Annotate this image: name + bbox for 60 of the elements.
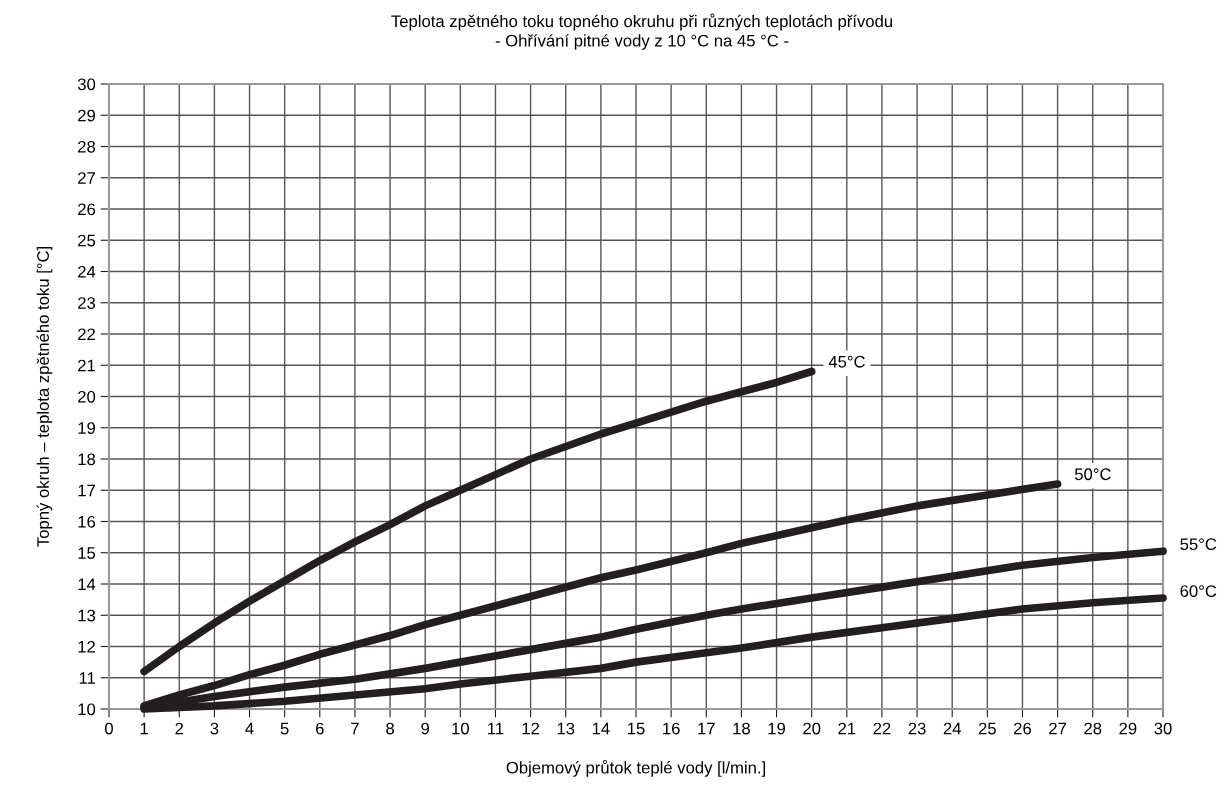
x-tick-label: 26 — [1014, 722, 1031, 735]
x-tick-label: 14 — [592, 722, 610, 735]
y-tick-label: 19 — [78, 422, 96, 434]
y-tick-label: 26 — [78, 203, 96, 216]
x-tick-label: 8 — [386, 722, 394, 735]
y-tick-label: 24 — [78, 265, 96, 278]
y-tick-label: 21 — [78, 359, 95, 372]
y-tick-label: 10 — [78, 703, 96, 716]
x-tick-label: 3 — [210, 722, 219, 735]
x-tick-label: 28 — [1084, 722, 1102, 735]
y-tick-label: 14 — [78, 578, 96, 591]
series-label: 45°C — [828, 355, 865, 368]
x-tick-label: 6 — [316, 722, 324, 735]
x-axis-title: Objemový průtok teplé vody [l/min.] — [506, 759, 765, 777]
x-tick-label: 1 — [140, 722, 148, 735]
y-tick-label: 12 — [78, 640, 95, 653]
x-tick-label: 13 — [557, 722, 575, 735]
x-tick-label: 15 — [628, 722, 645, 735]
x-tick-label: 11 — [488, 722, 504, 735]
chart-title: Teplota zpětného toku topného okruhu při různých teplotách přívodu — [391, 13, 892, 31]
y-tick-label: 28 — [78, 140, 96, 153]
y-tick-label: 15 — [78, 547, 96, 559]
x-tick-label: 0 — [105, 722, 113, 735]
x-tick-label: 27 — [1049, 722, 1067, 735]
x-tick-label: 4 — [245, 722, 254, 735]
x-tick-label: 12 — [522, 722, 540, 735]
series-label: 50°C — [1074, 468, 1111, 481]
y-tick-label: 11 — [79, 672, 95, 684]
y-tick-label: 23 — [78, 297, 96, 309]
y-tick-label: 17 — [78, 484, 95, 497]
x-tick-label: 29 — [1119, 722, 1137, 735]
x-tick-label: 23 — [908, 722, 926, 735]
y-tick-label: 16 — [78, 515, 96, 528]
series-label: 55°C — [1180, 538, 1217, 551]
y-tick-label: 22 — [78, 328, 95, 341]
chart-subtitle: - Ohřívání pitné vody z 10 °C na 45 °C - — [495, 34, 789, 50]
x-tick-label: 2 — [175, 722, 184, 735]
y-tick-label: 20 — [78, 390, 96, 403]
x-tick-label: 22 — [873, 722, 891, 735]
x-tick-label: 7 — [351, 722, 359, 735]
x-tick-label: 5 — [280, 722, 289, 735]
x-tick-label: 25 — [978, 722, 996, 735]
y-tick-label: 30 — [77, 78, 96, 91]
x-tick-label: 10 — [452, 722, 469, 735]
y-tick-label: 13 — [78, 609, 96, 622]
y-axis-title: Topný okruh – teplota zpětného toku [°C] — [36, 247, 53, 547]
x-tick-label: 30 — [1154, 722, 1172, 735]
y-tick-label: 25 — [78, 234, 96, 247]
x-tick-label: 24 — [943, 722, 961, 735]
y-tick-label: 29 — [78, 109, 96, 122]
series-label: 60°C — [1180, 585, 1217, 597]
x-tick-label: 21 — [838, 722, 856, 735]
y-tick-label: 27 — [78, 172, 95, 184]
x-tick-label: 20 — [803, 722, 821, 735]
x-tick-label: 18 — [733, 722, 750, 735]
x-tick-label: 9 — [421, 722, 430, 735]
x-tick-label: 16 — [663, 722, 680, 735]
x-tick-label: 19 — [768, 722, 786, 735]
y-tick-label: 18 — [78, 453, 96, 466]
x-tick-label: 17 — [698, 722, 715, 735]
